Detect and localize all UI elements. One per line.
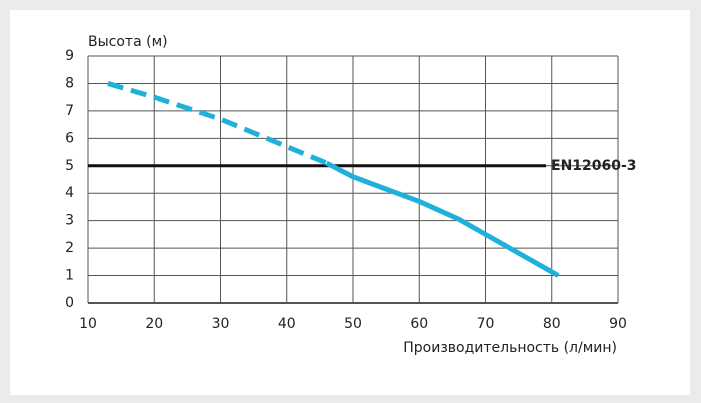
y-tick-label: 8 [65,75,74,91]
y-tick-label: 2 [65,240,74,256]
y-axis-label: Высота (м) [88,34,168,50]
x-tick-label: 40 [278,316,296,332]
x-tick-label: 70 [477,316,495,332]
y-tick-label: 3 [65,213,74,229]
series-line [107,81,328,166]
x-tick-label: 30 [212,316,230,332]
series-line [325,160,560,278]
y-tick-label: 1 [65,268,74,284]
y-tick-label: 0 [65,295,74,311]
x-tick-label: 80 [543,316,561,332]
y-tick-label: 6 [65,130,74,146]
y-tick-label: 9 [65,48,74,64]
x-tick-label: 60 [410,316,428,332]
x-axis-label: Производительность (л/мин) [403,340,617,356]
y-tick-label: 7 [65,103,74,119]
chart-background [10,10,690,395]
x-tick-label: 90 [609,316,627,332]
x-tick-label: 50 [344,316,362,332]
x-tick-label: 10 [79,316,97,332]
y-tick-label: 4 [65,185,74,201]
reference-label: EN12060-3 [551,158,637,174]
x-tick-label: 20 [145,316,163,332]
y-tick-label: 5 [65,158,74,174]
